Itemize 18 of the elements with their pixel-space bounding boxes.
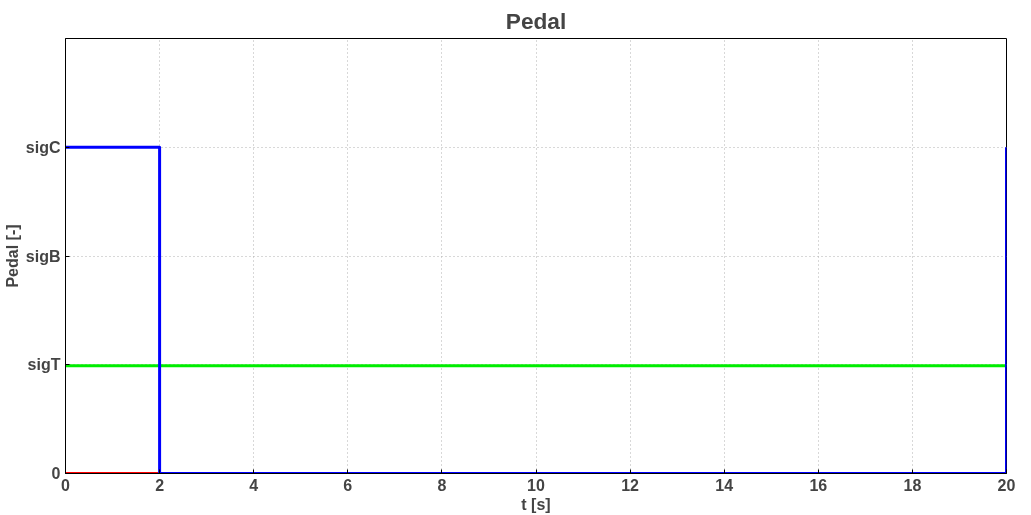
text: 0 <box>51 465 61 482</box>
y-axis-title: Pedal [-] <box>3 224 21 288</box>
x-axis-title: t [s] <box>521 495 551 513</box>
x-tick-label: 8 <box>437 476 447 494</box>
x-tick-label: 4 <box>249 476 259 494</box>
x-tick-label: 10 <box>527 476 545 494</box>
chart-title: Pedal <box>505 7 567 34</box>
text: sigB <box>25 247 61 265</box>
text: sigT <box>27 356 61 374</box>
x-tick-label: 16 <box>809 476 828 494</box>
x-tick-label: 20 <box>997 476 1016 494</box>
x-tick-label: 14 <box>715 476 734 494</box>
x-tick-label: 18 <box>903 476 922 494</box>
text: sigC <box>25 138 61 156</box>
x-tick-label: 12 <box>621 476 640 494</box>
x-tick-label: 2 <box>155 476 165 494</box>
x-tick-label: 0 <box>61 476 71 494</box>
x-tick-label: 6 <box>343 476 353 494</box>
